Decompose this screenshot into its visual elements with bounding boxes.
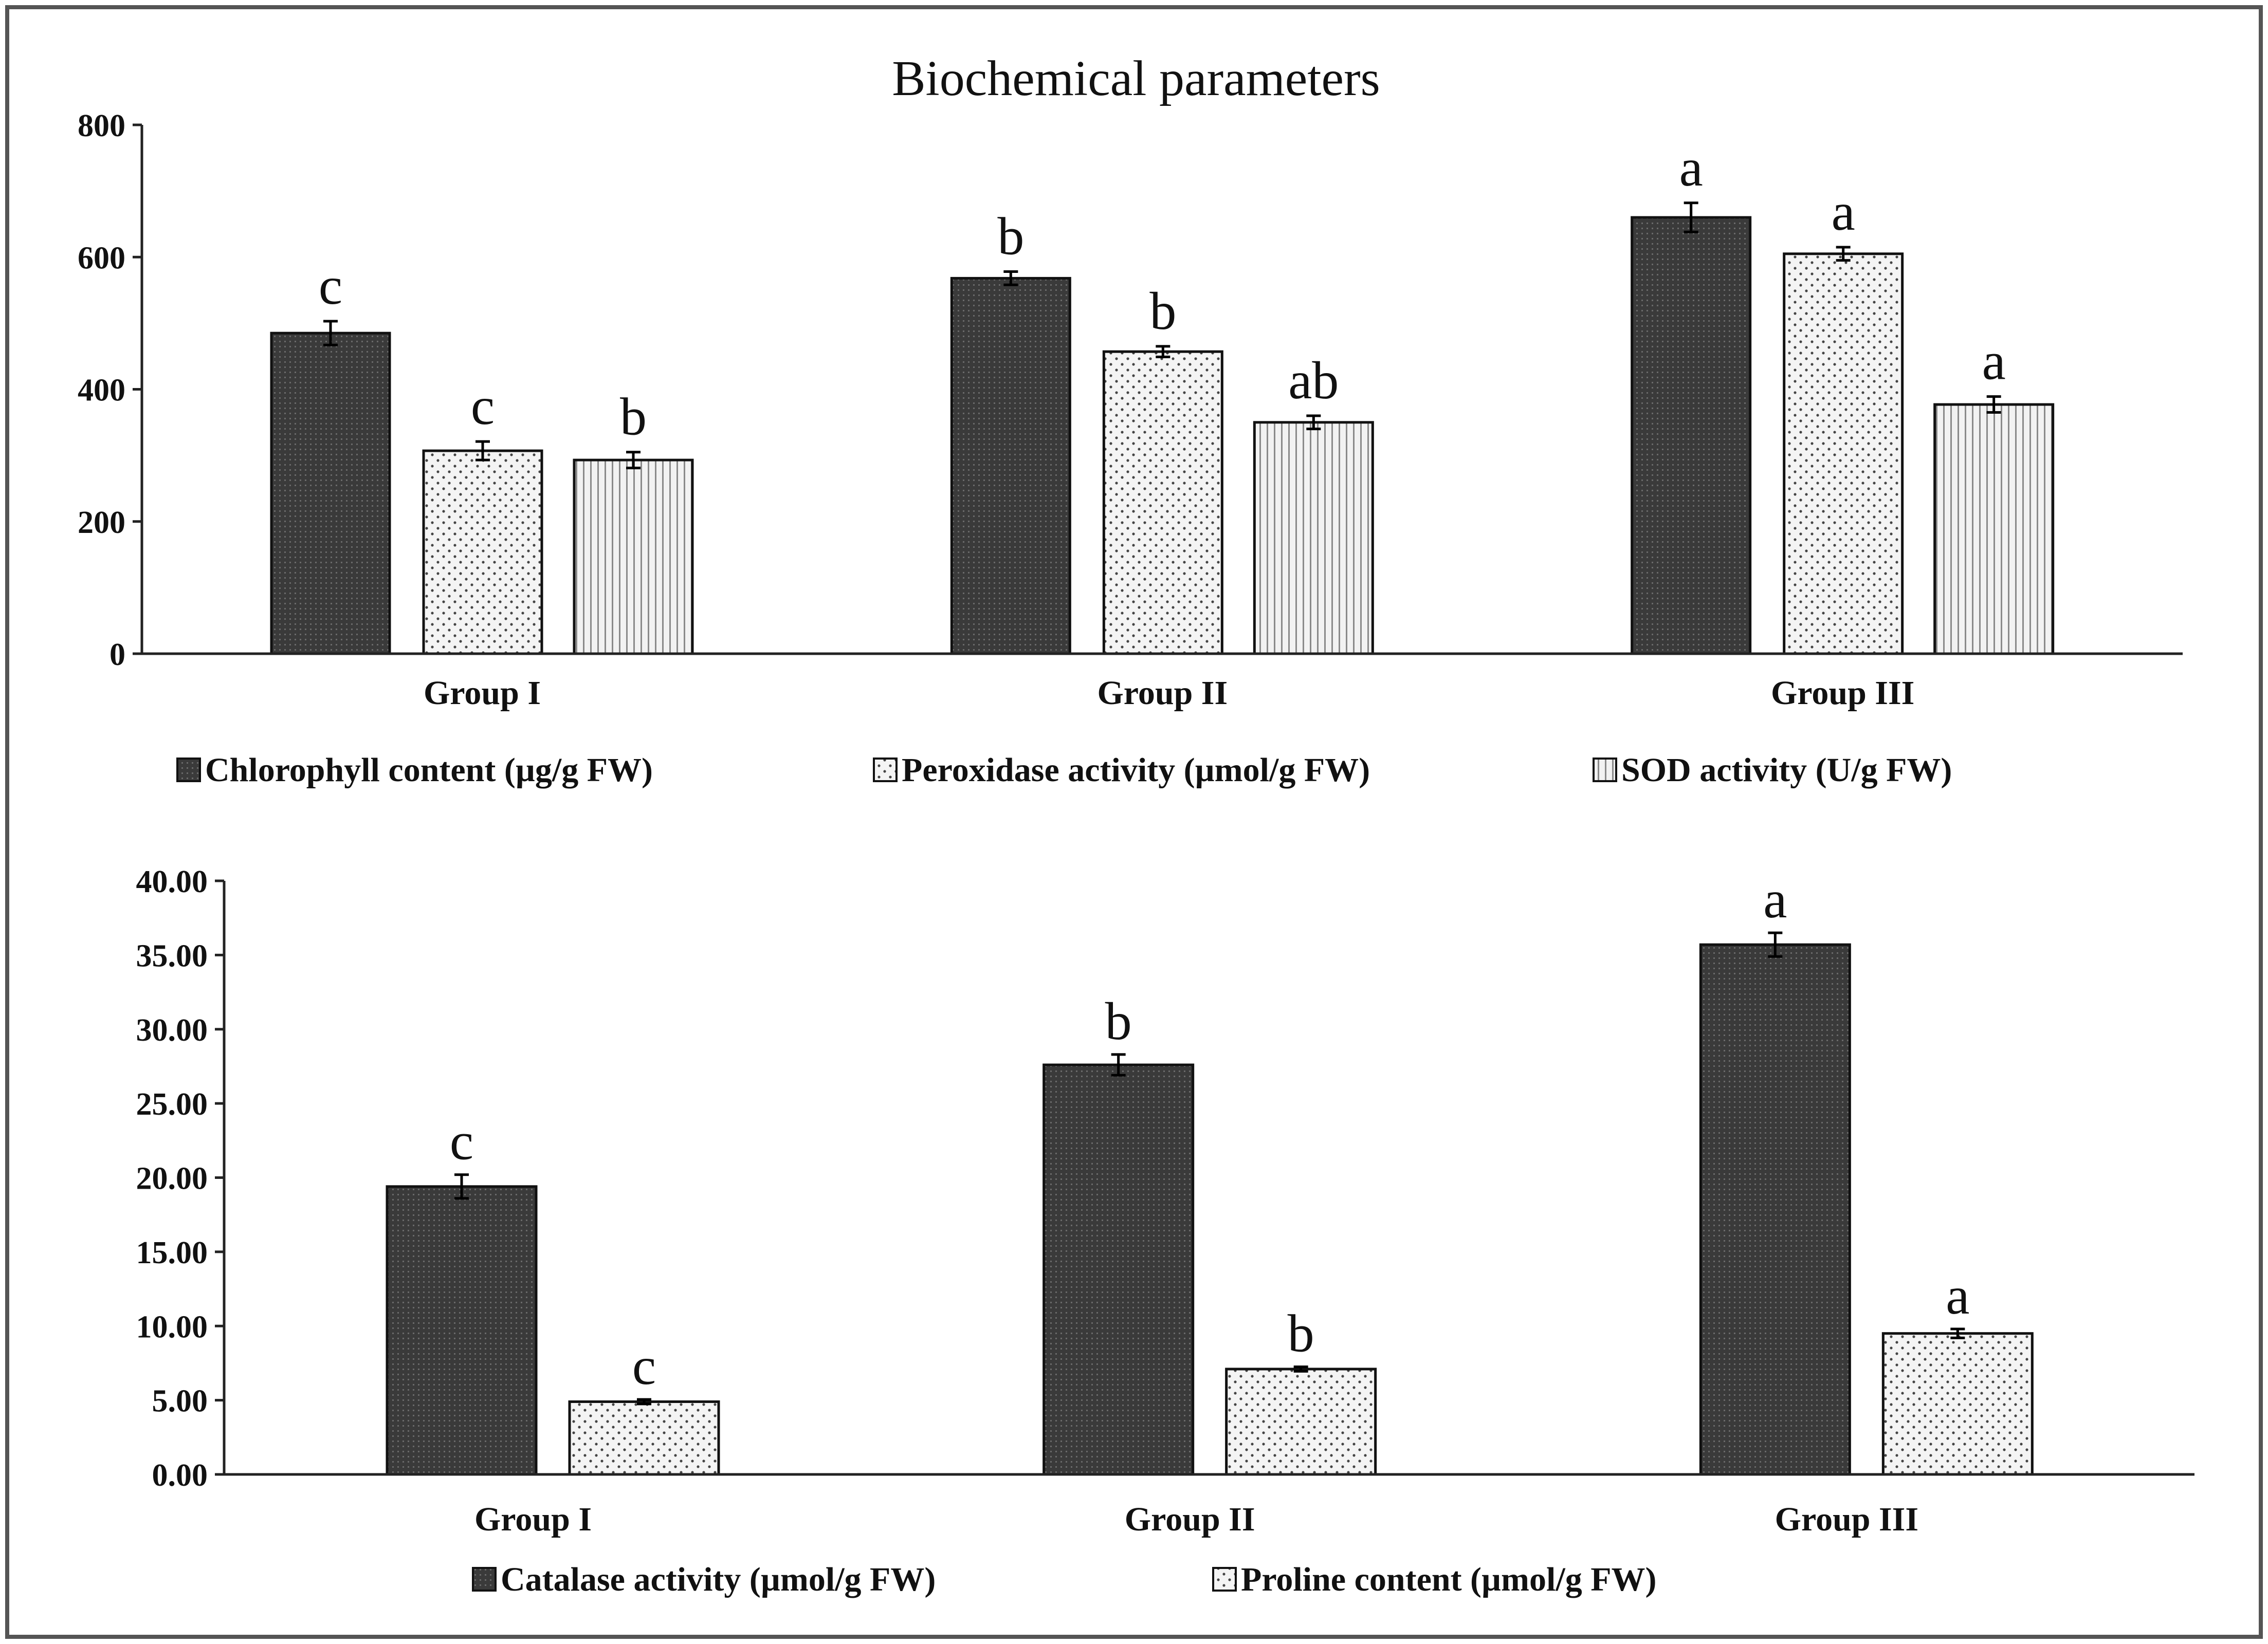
category-label: Group III (1771, 674, 1914, 712)
y-tick-label: 25.00 (136, 1087, 208, 1122)
significance-label: b (997, 207, 1024, 266)
significance-label: c (471, 377, 495, 436)
bar (573, 458, 694, 655)
significance-label: a (1679, 138, 1703, 197)
significance-label: b (1105, 992, 1132, 1051)
significance-label: c (450, 1112, 473, 1171)
category-label: Group III (1775, 1501, 1918, 1538)
bar (1042, 1063, 1195, 1476)
significance-label: b (1288, 1304, 1314, 1363)
significance-label: a (1982, 332, 2006, 391)
bar (1102, 350, 1223, 655)
y-tick-label: 400 (78, 373, 125, 408)
legend-swatch (1593, 758, 1617, 782)
bar (1699, 943, 1851, 1476)
legend-swatch (873, 758, 898, 782)
category-label: Group I (424, 674, 541, 712)
bar (1631, 216, 1752, 655)
bar (386, 1185, 538, 1476)
significance-label: c (632, 1337, 656, 1396)
significance-label: b (620, 387, 647, 447)
category-label: Group II (1097, 674, 1228, 712)
y-tick-label: 0 (109, 637, 125, 672)
y-tick-label: 10.00 (136, 1309, 208, 1344)
legend-entry: SOD activity (U/g FW) (1621, 751, 1952, 789)
x-axis: Group I Group II Group III (224, 1473, 2194, 1538)
bar (950, 276, 1071, 655)
significance-label: b (1149, 282, 1176, 341)
legend-swatch (176, 758, 201, 782)
y-tick-label: 600 (78, 241, 125, 275)
bar (422, 449, 543, 655)
y-tick-label: 200 (78, 505, 125, 540)
legend-entry: Proline content (µmol/g FW) (1241, 1561, 1657, 1598)
legend: Catalase activity (µmol/g FW) Proline con… (472, 1561, 1657, 1598)
category-label: Group I (474, 1501, 592, 1538)
y-tick-label: 5.00 (152, 1384, 208, 1419)
significance-label: c (319, 256, 342, 316)
bar (568, 1400, 720, 1476)
category-label: Group II (1125, 1501, 1255, 1538)
bar (270, 331, 391, 655)
chart-title: Biochemical parameters (892, 51, 1380, 106)
significance-label: a (1763, 870, 1787, 929)
y-tick-label: 35.00 (136, 938, 208, 973)
bar (1783, 252, 1904, 655)
legend: Chlorophyll content (µg/g FW) Peroxidase … (176, 751, 1952, 789)
legend-swatch (472, 1567, 497, 1592)
bar (1881, 1332, 2034, 1476)
chart-biochemical-parameters: Biochemical parameters 0 200 400 600 800 c c b… (78, 51, 2183, 789)
bar (1253, 421, 1374, 655)
significance-label: a (1832, 182, 1855, 242)
legend-entry: Catalase activity (µmol/g FW) (501, 1561, 936, 1598)
y-axis: 0.00 5.00 10.00 15.00 20.00 25.00 30.00 35.00 40… (136, 864, 226, 1493)
y-tick-label: 40.00 (136, 864, 208, 899)
significance-label: ab (1288, 351, 1339, 410)
y-tick-label: 0.00 (152, 1458, 208, 1493)
y-tick-label: 800 (78, 108, 125, 143)
y-tick-label: 15.00 (136, 1235, 208, 1270)
y-axis: 0 200 400 600 800 (78, 108, 143, 672)
bar (1225, 1368, 1377, 1476)
bar-layer: c c b b b ab a a a (270, 138, 2055, 655)
y-tick-label: 20.00 (136, 1161, 208, 1196)
x-axis: Group I Group II Group III (142, 652, 2183, 712)
significance-label: a (1946, 1266, 1969, 1325)
chart-catalase-proline: 0.00 5.00 10.00 15.00 20.00 25.00 30.00 35.00 40… (136, 864, 2194, 1598)
y-tick-label: 30.00 (136, 1013, 208, 1048)
bar (1933, 403, 2055, 655)
legend-entry: Chlorophyll content (µg/g FW) (205, 751, 653, 789)
legend-entry: Peroxidase activity (µmol/g FW) (902, 751, 1370, 789)
legend-swatch (1212, 1567, 1237, 1592)
bar-layer: c c b b a a (386, 870, 2034, 1476)
